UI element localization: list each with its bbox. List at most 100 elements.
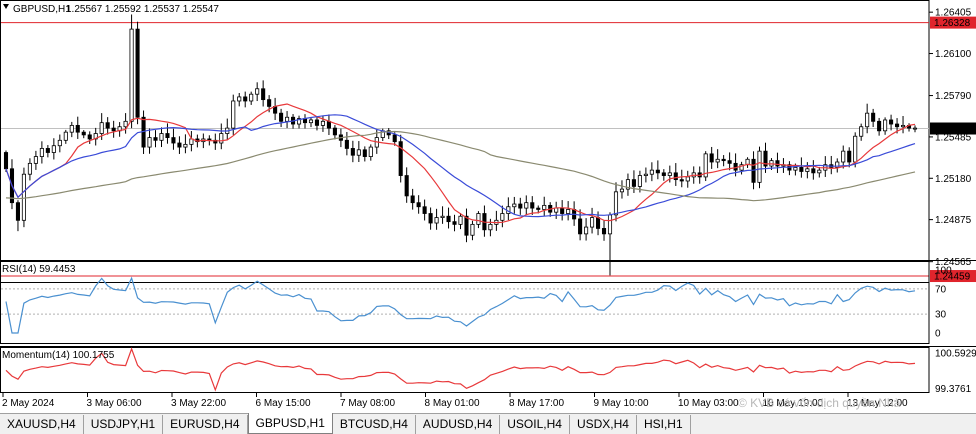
candle[interactable] <box>3 150 9 173</box>
candle[interactable] <box>255 82 260 102</box>
rsi-pane[interactable]: 100 70 30 0 <box>0 261 976 347</box>
candle[interactable] <box>177 136 182 154</box>
candle[interactable] <box>392 132 397 146</box>
tab-btcusd-h4[interactable]: BTCUSD,H4 <box>333 415 416 434</box>
candle[interactable] <box>799 157 804 178</box>
candle[interactable] <box>75 116 80 139</box>
candle[interactable] <box>261 80 266 107</box>
candle[interactable] <box>314 116 320 131</box>
candle[interactable] <box>679 169 684 188</box>
candle[interactable] <box>63 129 68 144</box>
candle[interactable] <box>416 195 421 214</box>
candle[interactable] <box>703 151 708 182</box>
chart-canvas[interactable]: 1.26405 1.26100 1.25790 1.25485 1.25180 1.248… <box>0 0 976 412</box>
candle[interactable] <box>434 208 439 230</box>
candle[interactable] <box>877 117 882 136</box>
candle[interactable] <box>243 91 248 108</box>
candle[interactable] <box>811 160 816 180</box>
candle[interactable] <box>637 170 642 193</box>
candle[interactable] <box>237 92 242 107</box>
candle[interactable] <box>524 195 529 216</box>
candle[interactable] <box>841 145 846 169</box>
candle[interactable] <box>27 158 32 181</box>
candle[interactable] <box>356 141 361 162</box>
candle[interactable] <box>865 103 870 134</box>
candle[interactable] <box>590 207 595 234</box>
tab-eurusd-h4[interactable]: EURUSD,H4 <box>163 415 248 434</box>
candle[interactable] <box>805 162 810 179</box>
candle[interactable] <box>655 160 660 180</box>
tab-xauusd-h4[interactable]: XAUUSD,H4 <box>0 415 84 434</box>
candle[interactable] <box>51 138 56 160</box>
candle[interactable] <box>900 115 906 134</box>
candle[interactable] <box>817 166 822 178</box>
candle[interactable] <box>613 182 619 222</box>
candle[interactable] <box>512 196 517 214</box>
candle[interactable] <box>87 131 92 144</box>
candle[interactable] <box>601 220 607 241</box>
candle[interactable] <box>308 116 314 128</box>
candle[interactable] <box>362 146 367 162</box>
candle[interactable] <box>279 108 284 128</box>
candle[interactable] <box>398 134 403 183</box>
candle[interactable] <box>111 120 116 138</box>
candle[interactable] <box>135 21 140 125</box>
candle[interactable] <box>500 205 505 228</box>
candle[interactable] <box>123 113 128 134</box>
candle[interactable] <box>440 206 445 224</box>
candle[interactable] <box>69 121 74 138</box>
candle[interactable] <box>296 115 302 129</box>
candle[interactable] <box>368 144 373 161</box>
candle[interactable] <box>470 220 475 241</box>
candle[interactable] <box>350 140 355 163</box>
candle[interactable] <box>464 208 469 243</box>
candle[interactable] <box>889 114 894 131</box>
candle[interactable] <box>33 150 38 170</box>
candle[interactable] <box>542 196 547 217</box>
tab-usdjpy-h1[interactable]: USDJPY,H1 <box>84 415 164 434</box>
tab-audusd-h4[interactable]: AUDUSD,H4 <box>416 415 501 434</box>
candle[interactable] <box>871 108 876 127</box>
candle[interactable] <box>566 201 571 221</box>
candle[interactable] <box>673 163 678 186</box>
candle[interactable] <box>344 131 349 156</box>
candle[interactable] <box>643 167 648 183</box>
candle[interactable] <box>476 211 481 229</box>
candle[interactable] <box>518 197 523 215</box>
candle[interactable] <box>883 117 888 135</box>
main-price-pane[interactable]: 1.26405 1.26100 1.25790 1.25485 1.25180 1.248… <box>0 0 976 283</box>
candle[interactable] <box>661 169 666 181</box>
candle[interactable] <box>183 134 188 154</box>
candle[interactable] <box>667 165 672 183</box>
candle[interactable] <box>763 142 768 173</box>
candle[interactable] <box>428 207 433 230</box>
candle[interactable] <box>39 141 44 164</box>
candle[interactable] <box>147 128 152 154</box>
candle[interactable] <box>775 152 780 174</box>
tab-usdx-h4[interactable]: USDX,H4 <box>570 415 637 434</box>
candle[interactable] <box>332 125 337 140</box>
candle[interactable] <box>45 145 50 158</box>
tab-usoil-h4[interactable]: USOIL,H4 <box>500 415 570 434</box>
candle[interactable] <box>727 152 732 171</box>
candle[interactable] <box>458 212 463 230</box>
candle[interactable] <box>757 146 762 189</box>
candle[interactable] <box>422 199 427 221</box>
candle[interactable] <box>715 149 720 169</box>
momentum-pane[interactable]: 100.5929 99.3761 <box>0 347 976 396</box>
candle[interactable] <box>619 180 625 199</box>
candle[interactable] <box>847 147 852 168</box>
candle[interactable] <box>219 123 224 150</box>
candle[interactable] <box>446 207 451 229</box>
candle[interactable] <box>231 94 236 135</box>
candle[interactable] <box>153 130 158 148</box>
candle[interactable] <box>57 134 62 153</box>
candle[interactable] <box>410 188 415 210</box>
candle[interactable] <box>159 127 164 148</box>
candle[interactable] <box>912 125 918 133</box>
candle[interactable] <box>739 161 744 175</box>
candle[interactable] <box>105 117 110 135</box>
candle[interactable] <box>171 128 176 150</box>
candle[interactable] <box>165 123 170 144</box>
candle[interactable] <box>721 155 726 167</box>
